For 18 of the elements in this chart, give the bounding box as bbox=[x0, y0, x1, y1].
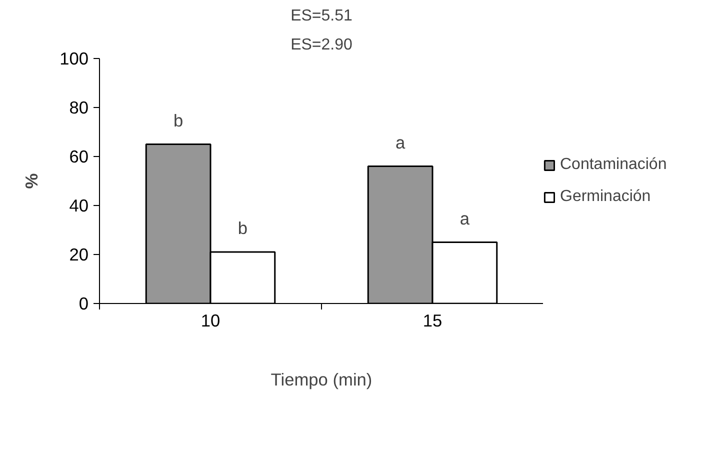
annotation: b bbox=[238, 218, 248, 238]
y-tick-label: 40 bbox=[69, 196, 89, 216]
y-axis-title: % bbox=[22, 173, 42, 189]
legend-label: Germinación bbox=[560, 188, 651, 206]
x-axis-title: Tiempo (min) bbox=[270, 370, 372, 390]
legend-label: Contaminación bbox=[560, 156, 667, 174]
text: ES=5.51 bbox=[290, 8, 353, 24]
text: ES=2.90 bbox=[290, 36, 353, 54]
y-tick-label: 60 bbox=[69, 146, 89, 166]
annotation: a bbox=[460, 208, 470, 228]
y-tick-label: 20 bbox=[69, 244, 89, 264]
y-tick-label: 0 bbox=[78, 294, 89, 314]
y-tick-label: 80 bbox=[69, 98, 89, 118]
x-tick-label: 10 bbox=[200, 310, 220, 330]
x-tick-label: 15 bbox=[422, 310, 442, 330]
annotation: a bbox=[395, 132, 406, 152]
annotation: b bbox=[173, 110, 184, 130]
y-tick-label: 100 bbox=[60, 48, 89, 68]
